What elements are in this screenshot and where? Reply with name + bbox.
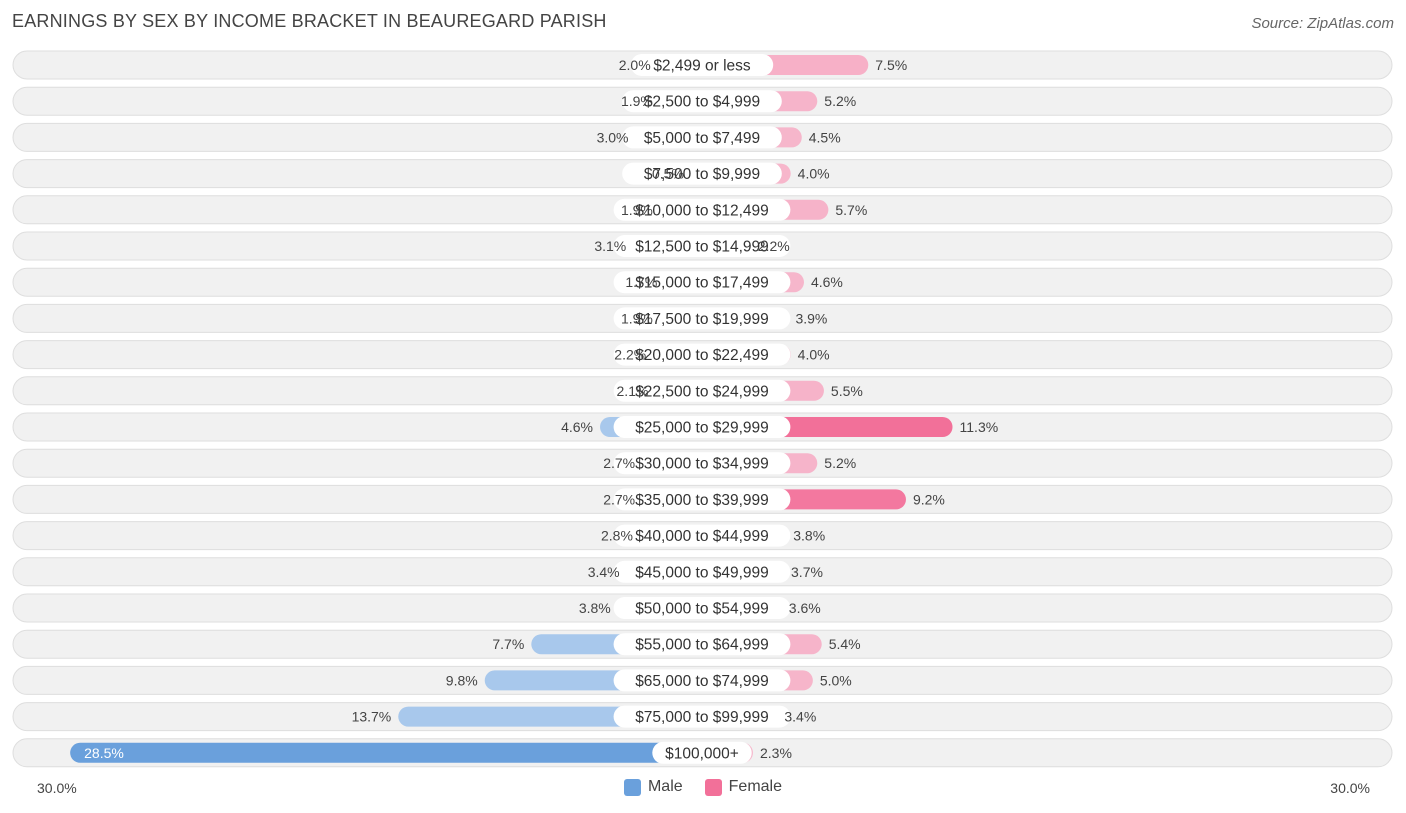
male-value-label: 2.7% bbox=[603, 491, 635, 507]
male-value-label: 1.9% bbox=[621, 202, 653, 218]
legend-swatch-male bbox=[623, 778, 641, 796]
female-value-label: 5.5% bbox=[831, 383, 863, 399]
male-value-label: 3.8% bbox=[579, 600, 611, 616]
male-value-label: 1.9% bbox=[621, 93, 653, 109]
male-value-label: 4.6% bbox=[561, 419, 593, 435]
category-label: $2,500 to $4,999 bbox=[644, 94, 760, 111]
female-value-label: 9.2% bbox=[913, 491, 945, 507]
female-value-label: 2.2% bbox=[758, 238, 790, 254]
legend-item-male[interactable]: Male bbox=[623, 778, 683, 796]
male-value-label: 0.5% bbox=[652, 166, 684, 182]
category-label-pill bbox=[613, 343, 791, 366]
legend-item-female[interactable]: Female bbox=[704, 778, 783, 796]
female-value-label: 5.7% bbox=[835, 202, 867, 218]
legend-swatch-female bbox=[704, 778, 722, 796]
category-label-pill bbox=[613, 633, 791, 656]
category-label-pill bbox=[613, 560, 791, 583]
male-value-label: 3.0% bbox=[597, 129, 629, 145]
category-label: $10,000 to $12,499 bbox=[635, 202, 769, 219]
category-label: $45,000 to $49,999 bbox=[635, 564, 769, 581]
category-label-pill bbox=[613, 669, 791, 692]
legend: Male Female bbox=[0, 778, 1406, 796]
legend-label-male: Male bbox=[647, 778, 683, 795]
category-label-pill bbox=[613, 705, 791, 728]
male-value-label: 3.1% bbox=[594, 238, 626, 254]
category-label-pill bbox=[613, 198, 791, 221]
category-label-pill bbox=[613, 307, 791, 330]
male-value-label: 3.4% bbox=[588, 564, 620, 580]
category-label-pill bbox=[622, 90, 782, 113]
female-value-label: 4.5% bbox=[809, 129, 841, 145]
category-label: $30,000 to $34,999 bbox=[635, 456, 769, 473]
male-value-label: 2.1% bbox=[617, 383, 649, 399]
category-label-pill bbox=[652, 741, 752, 764]
category-label: $5,000 to $7,499 bbox=[644, 130, 760, 147]
category-label-pill bbox=[613, 452, 791, 475]
female-value-label: 5.2% bbox=[824, 455, 856, 471]
category-label-pill bbox=[613, 235, 791, 257]
male-value-label: 13.7% bbox=[352, 709, 392, 725]
axis-label-right: 30.0% bbox=[1330, 780, 1370, 796]
female-value-label: 3.6% bbox=[789, 600, 821, 616]
axis-label-left: 30.0% bbox=[37, 780, 77, 796]
chart-title: EARNINGS BY SEX BY INCOME BRACKET IN BEA… bbox=[12, 11, 607, 31]
female-value-label: 5.4% bbox=[829, 636, 861, 652]
male-bar bbox=[70, 742, 702, 763]
category-label-pill bbox=[622, 126, 782, 149]
male-value-label: 2.2% bbox=[614, 347, 646, 363]
category-label: $55,000 to $64,999 bbox=[635, 637, 769, 654]
female-value-label: 7.5% bbox=[875, 57, 907, 73]
male-value-label: 28.5% bbox=[84, 745, 124, 761]
category-label: $22,500 to $24,999 bbox=[635, 383, 769, 400]
category-label: $2,499 or less bbox=[653, 58, 751, 75]
category-label-pill bbox=[613, 488, 791, 511]
female-value-label: 3.8% bbox=[793, 528, 825, 544]
source-credit: Source: ZipAtlas.com bbox=[1251, 15, 1394, 32]
category-label-pill bbox=[622, 162, 782, 185]
female-value-label: 2.3% bbox=[760, 745, 792, 761]
female-value-label: 5.2% bbox=[824, 93, 856, 109]
category-label-pill bbox=[613, 524, 791, 547]
category-label: $75,000 to $99,999 bbox=[635, 709, 769, 726]
category-label: $15,000 to $17,499 bbox=[635, 275, 769, 292]
male-value-label: 7.7% bbox=[492, 636, 524, 652]
category-label: $20,000 to $22,499 bbox=[635, 347, 769, 364]
category-label-pill bbox=[630, 54, 774, 76]
category-label: $7,500 to $9,999 bbox=[644, 166, 760, 183]
male-value-label: 2.8% bbox=[601, 528, 633, 544]
category-label: $40,000 to $44,999 bbox=[635, 528, 769, 545]
female-value-label: 4.0% bbox=[798, 166, 830, 182]
male-value-label: 1.7% bbox=[625, 274, 657, 290]
male-value-label: 9.8% bbox=[446, 672, 478, 688]
female-value-label: 11.3% bbox=[960, 419, 999, 435]
female-value-label: 4.6% bbox=[811, 274, 843, 290]
legend-label-female: Female bbox=[728, 778, 783, 795]
category-label: $17,500 to $19,999 bbox=[635, 311, 769, 328]
category-label: $25,000 to $29,999 bbox=[635, 420, 769, 437]
female-value-label: 3.4% bbox=[784, 709, 816, 725]
male-value-label: 2.0% bbox=[619, 57, 651, 73]
category-label: $65,000 to $74,999 bbox=[635, 673, 769, 690]
category-label: $12,500 to $14,999 bbox=[635, 239, 769, 256]
category-label-pill bbox=[613, 416, 791, 438]
category-label: $50,000 to $54,999 bbox=[635, 601, 769, 618]
female-value-label: 3.7% bbox=[791, 564, 823, 580]
male-value-label: 1.9% bbox=[621, 310, 653, 326]
category-label-pill bbox=[613, 597, 791, 619]
female-value-label: 4.0% bbox=[798, 347, 830, 363]
category-label-pill bbox=[613, 271, 791, 294]
female-value-label: 3.9% bbox=[795, 310, 827, 326]
category-label: $100,000+ bbox=[665, 745, 739, 762]
male-value-label: 2.7% bbox=[603, 455, 635, 471]
female-value-label: 5.0% bbox=[820, 672, 852, 688]
category-label-pill bbox=[613, 379, 791, 402]
category-label: $35,000 to $39,999 bbox=[635, 492, 769, 509]
